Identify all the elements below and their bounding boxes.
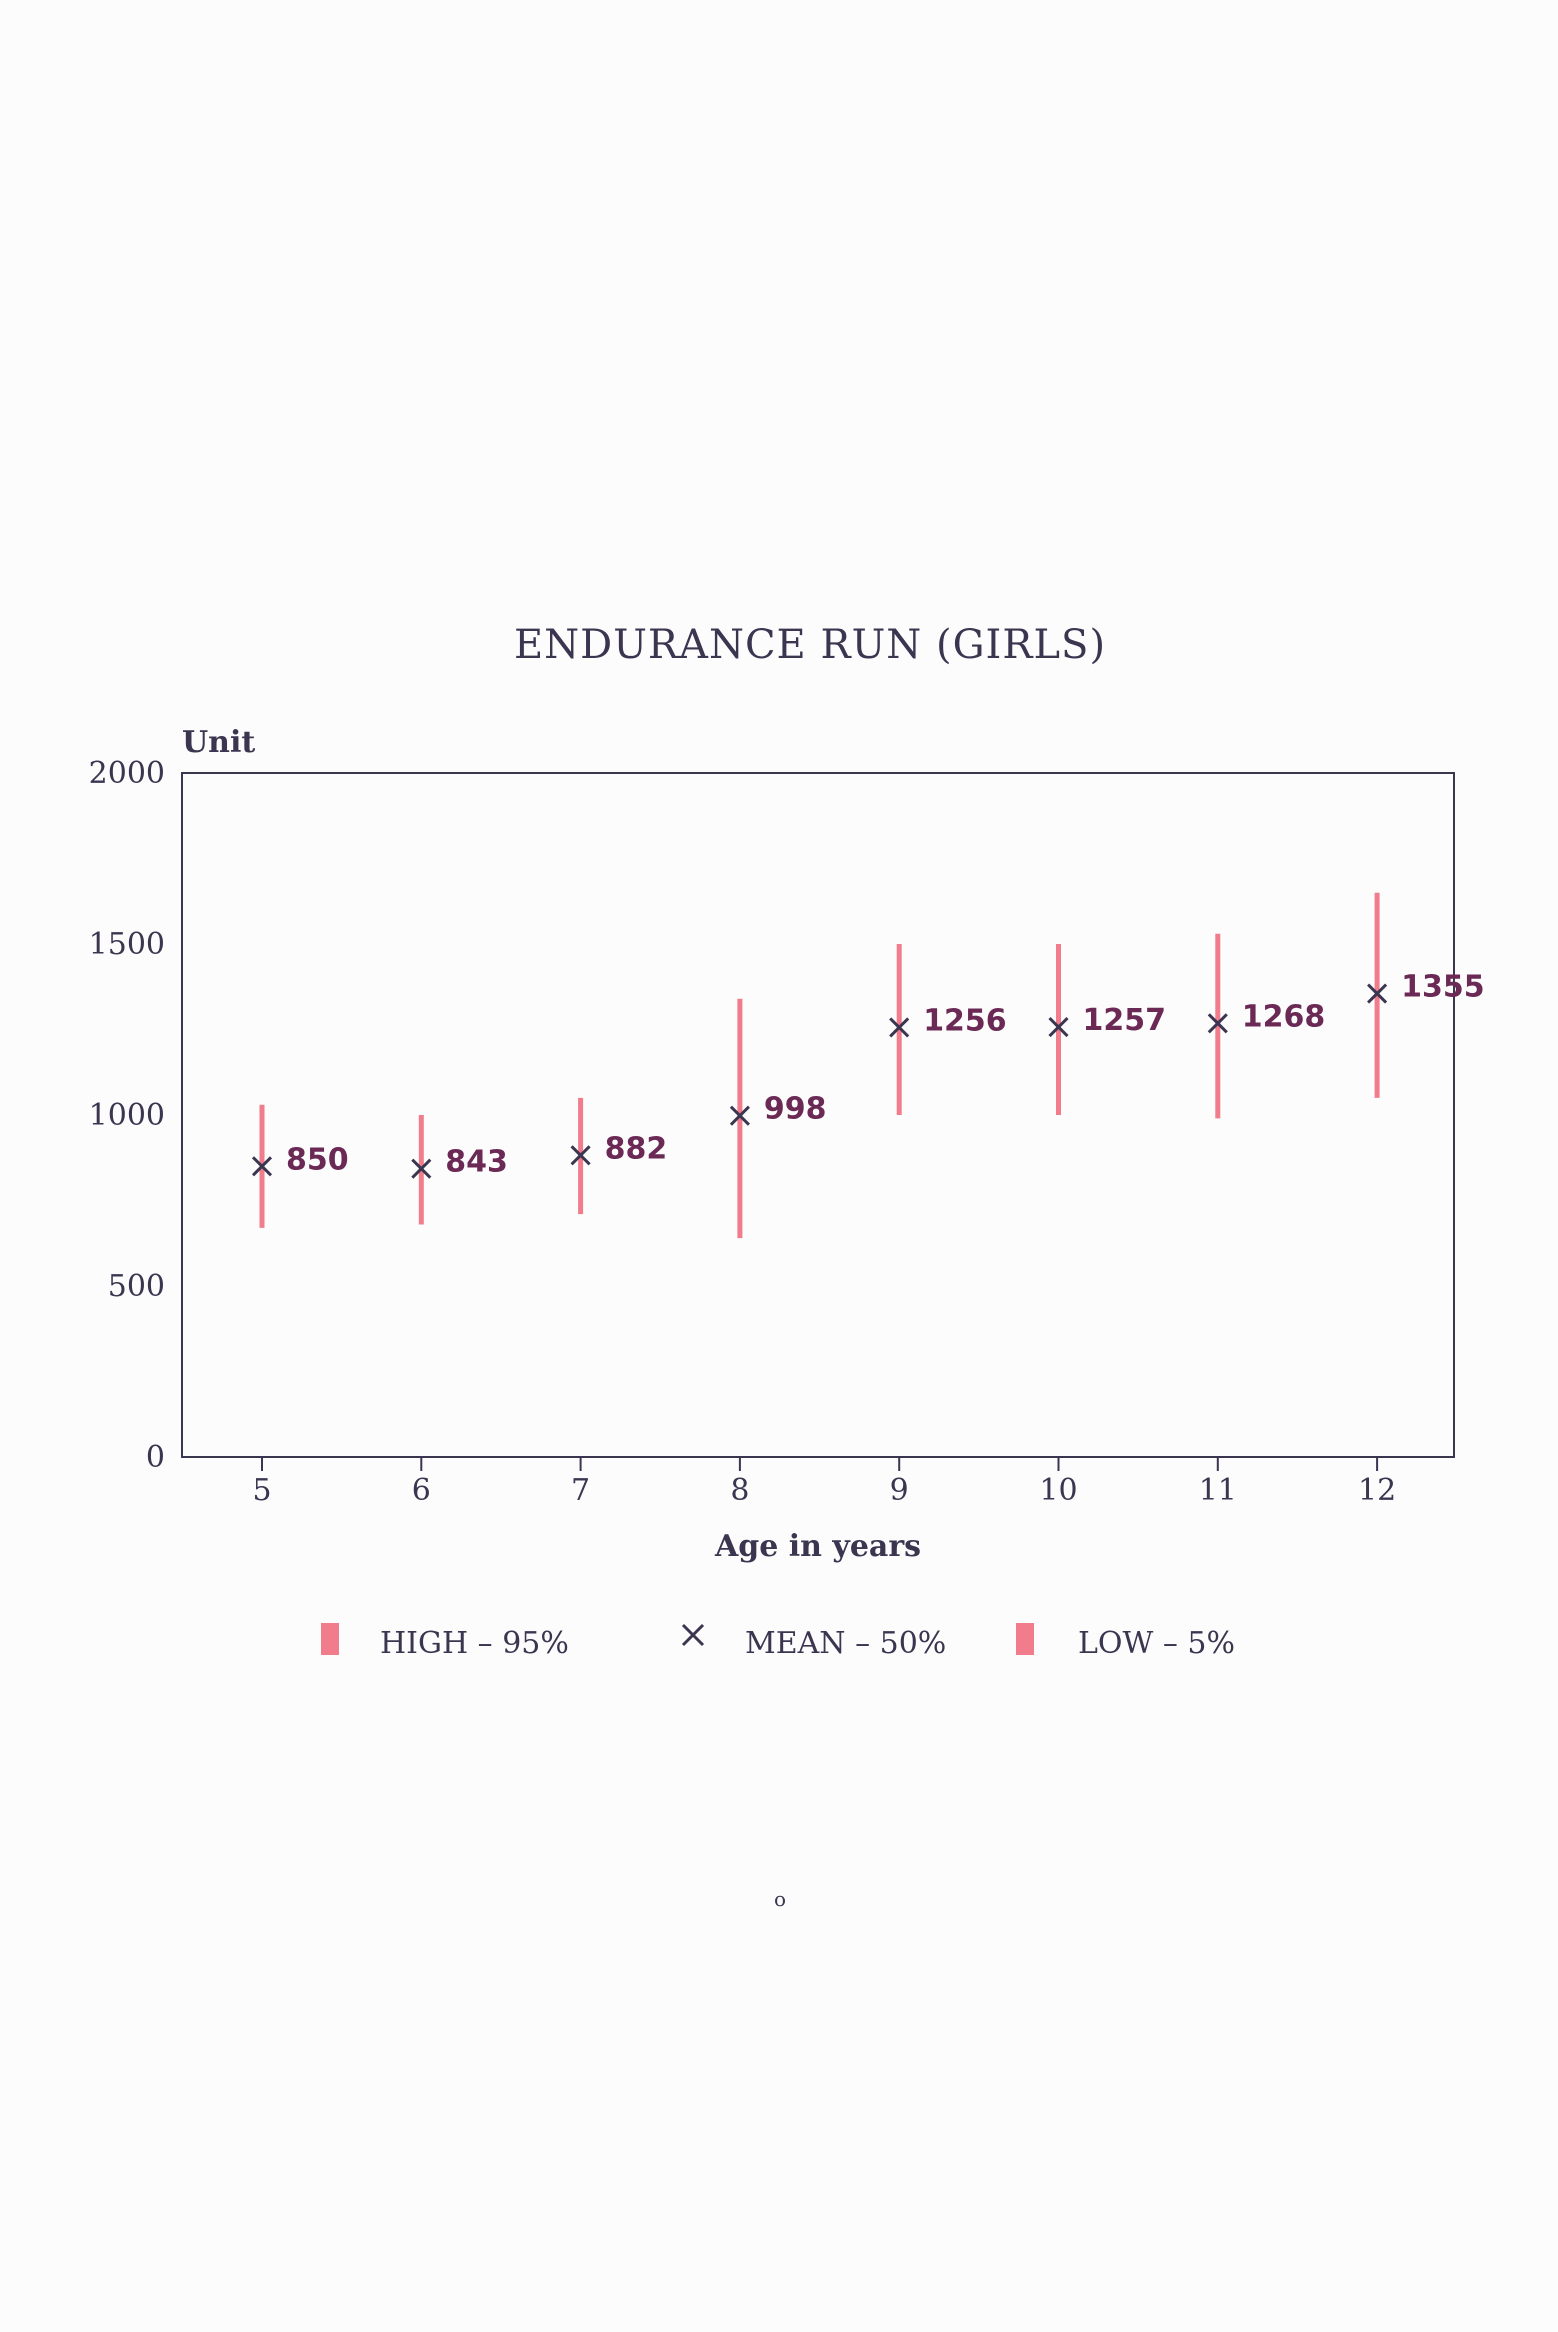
data-label: 1257: [1083, 1003, 1167, 1038]
mean-marker-stroke: [889, 1017, 910, 1038]
mean-marker: [1207, 1013, 1228, 1034]
legend-swatch: [1016, 1623, 1034, 1655]
data-labels: 850 843 882 998 1256 1257 1268 1355: [286, 970, 1485, 1180]
x-tick-label: 6: [412, 1473, 431, 1508]
x-tick-label: 9: [890, 1473, 909, 1508]
data-label: 882: [605, 1131, 668, 1166]
legend-x-marker: [681, 1623, 705, 1647]
x-tick-label: 10: [1039, 1473, 1077, 1508]
x-axis: 5 6 7 8 9 10 11 12: [252, 1457, 1396, 1508]
x-tick-label: 12: [1358, 1473, 1396, 1508]
mean-marker-stroke: [570, 1145, 591, 1166]
mean-marker-stroke: [251, 1156, 273, 1177]
mean-marker-stroke: [729, 1105, 750, 1126]
mean-marker: [729, 1105, 750, 1126]
legend-label: LOW – 5%: [1078, 1626, 1235, 1661]
data-label: 1256: [923, 1003, 1007, 1038]
legend-label: HIGH – 95%: [380, 1626, 569, 1661]
mean-marker-stroke: [411, 1158, 432, 1179]
data-label: 1355: [1401, 970, 1485, 1005]
data-label: 1268: [1242, 999, 1326, 1034]
mean-marker: [251, 1156, 273, 1177]
y-tick-label: 500: [108, 1269, 165, 1304]
data-label: 843: [445, 1145, 508, 1180]
mean-marker-stroke: [1048, 1017, 1069, 1038]
chart-title: ENDURANCE RUN (GIRLS): [514, 622, 1106, 668]
mean-marker: [411, 1158, 432, 1179]
y-tick-label: 0: [146, 1440, 165, 1475]
legend: HIGH – 95% MEAN – 50% LOW – 5%: [321, 1623, 1235, 1661]
legend-label: MEAN – 50%: [745, 1626, 946, 1661]
x-tick-label: 8: [730, 1473, 749, 1508]
data-label: 998: [764, 1092, 827, 1127]
x-tick-label: 5: [252, 1473, 271, 1508]
x-tick-label: 11: [1199, 1473, 1237, 1508]
mean-marker-stroke: [1207, 1013, 1228, 1034]
range-bars: [259, 892, 1380, 1239]
mean-markers: [251, 983, 1388, 1179]
y-tick-label: 2000: [89, 756, 165, 791]
legend-swatch: [321, 1623, 339, 1655]
plot-border: [181, 772, 1455, 1458]
x-axis-label: Age in years: [714, 1529, 921, 1564]
page-mark: o: [774, 1887, 786, 1911]
mean-marker: [889, 1017, 910, 1038]
x-tick-label: 7: [571, 1473, 590, 1508]
y-axis-label: Unit: [182, 725, 255, 760]
mean-marker: [1048, 1017, 1069, 1038]
data-label: 850: [286, 1142, 349, 1177]
mean-marker-stroke: [1367, 983, 1388, 1004]
mean-marker: [570, 1145, 591, 1166]
plot-frame: [181, 772, 1455, 1458]
y-tick-label: 1000: [89, 1098, 165, 1133]
y-axis: 0 500 1000 1500 2000: [89, 756, 165, 1475]
mean-marker: [1367, 983, 1388, 1004]
y-tick-label: 1500: [89, 927, 165, 962]
